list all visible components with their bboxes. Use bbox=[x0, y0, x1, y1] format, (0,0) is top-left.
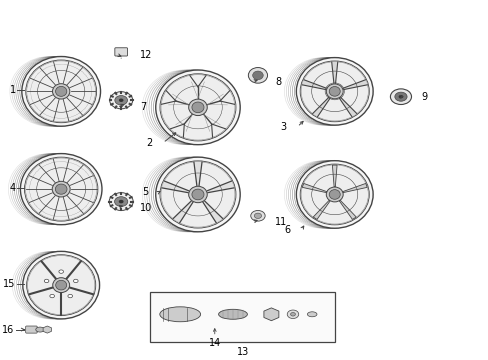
Circle shape bbox=[115, 95, 127, 105]
Ellipse shape bbox=[286, 310, 298, 319]
Ellipse shape bbox=[52, 84, 70, 99]
Circle shape bbox=[59, 270, 63, 273]
Ellipse shape bbox=[53, 278, 69, 293]
FancyBboxPatch shape bbox=[150, 292, 334, 342]
Text: 2: 2 bbox=[146, 138, 152, 148]
Circle shape bbox=[254, 213, 261, 219]
Text: 7: 7 bbox=[140, 102, 146, 112]
Polygon shape bbox=[343, 80, 366, 90]
Text: 14: 14 bbox=[208, 338, 221, 348]
Ellipse shape bbox=[300, 61, 368, 122]
Ellipse shape bbox=[248, 68, 267, 83]
Ellipse shape bbox=[188, 186, 207, 203]
Ellipse shape bbox=[191, 189, 203, 200]
Ellipse shape bbox=[252, 71, 263, 80]
Ellipse shape bbox=[296, 58, 372, 125]
Circle shape bbox=[119, 200, 123, 203]
Ellipse shape bbox=[325, 187, 343, 202]
Polygon shape bbox=[194, 162, 202, 185]
Ellipse shape bbox=[296, 161, 372, 228]
Text: 5: 5 bbox=[142, 187, 148, 197]
Polygon shape bbox=[332, 165, 336, 187]
Ellipse shape bbox=[20, 154, 102, 225]
Text: 6: 6 bbox=[284, 225, 290, 235]
Ellipse shape bbox=[325, 84, 343, 99]
Ellipse shape bbox=[23, 251, 100, 319]
Polygon shape bbox=[207, 181, 233, 193]
Circle shape bbox=[389, 89, 411, 104]
Polygon shape bbox=[43, 326, 51, 333]
Polygon shape bbox=[173, 201, 193, 223]
Circle shape bbox=[50, 294, 54, 298]
Ellipse shape bbox=[160, 307, 200, 322]
Ellipse shape bbox=[26, 255, 96, 315]
Polygon shape bbox=[203, 201, 222, 223]
FancyBboxPatch shape bbox=[26, 326, 37, 333]
Circle shape bbox=[73, 279, 78, 283]
Circle shape bbox=[250, 211, 264, 221]
Text: 4: 4 bbox=[9, 183, 16, 193]
Circle shape bbox=[68, 294, 72, 298]
Circle shape bbox=[44, 279, 49, 283]
Text: 10: 10 bbox=[140, 203, 152, 213]
Ellipse shape bbox=[290, 312, 295, 316]
Ellipse shape bbox=[52, 181, 70, 197]
Circle shape bbox=[109, 92, 132, 109]
Ellipse shape bbox=[160, 74, 236, 141]
Polygon shape bbox=[339, 98, 356, 117]
Polygon shape bbox=[312, 98, 329, 117]
Ellipse shape bbox=[55, 184, 67, 194]
Ellipse shape bbox=[155, 70, 240, 145]
Ellipse shape bbox=[160, 161, 236, 228]
Circle shape bbox=[114, 197, 127, 207]
Polygon shape bbox=[302, 80, 325, 90]
Polygon shape bbox=[331, 62, 337, 83]
Ellipse shape bbox=[36, 327, 44, 332]
Text: 16: 16 bbox=[2, 325, 14, 334]
Text: 8: 8 bbox=[275, 77, 281, 87]
Text: 13: 13 bbox=[237, 347, 249, 357]
Ellipse shape bbox=[191, 102, 203, 113]
Ellipse shape bbox=[300, 164, 368, 225]
Circle shape bbox=[394, 92, 406, 101]
Text: 11: 11 bbox=[275, 217, 287, 227]
Polygon shape bbox=[264, 308, 278, 321]
Ellipse shape bbox=[24, 157, 98, 221]
Ellipse shape bbox=[307, 312, 316, 317]
Ellipse shape bbox=[22, 57, 101, 126]
Circle shape bbox=[119, 99, 123, 102]
Circle shape bbox=[109, 193, 133, 211]
Polygon shape bbox=[302, 184, 326, 193]
Ellipse shape bbox=[155, 157, 240, 232]
Ellipse shape bbox=[218, 309, 247, 319]
Polygon shape bbox=[313, 200, 329, 219]
Text: 1: 1 bbox=[9, 85, 16, 95]
Ellipse shape bbox=[56, 280, 66, 290]
Polygon shape bbox=[342, 184, 366, 193]
Ellipse shape bbox=[188, 99, 207, 116]
Ellipse shape bbox=[56, 86, 67, 96]
Ellipse shape bbox=[328, 86, 340, 96]
Polygon shape bbox=[162, 181, 188, 193]
Ellipse shape bbox=[26, 60, 97, 123]
FancyBboxPatch shape bbox=[115, 48, 127, 56]
Ellipse shape bbox=[328, 190, 340, 199]
Text: 12: 12 bbox=[140, 50, 152, 60]
Text: 9: 9 bbox=[421, 92, 427, 102]
Polygon shape bbox=[339, 200, 355, 219]
Text: 3: 3 bbox=[280, 122, 286, 132]
Circle shape bbox=[398, 95, 403, 98]
Text: 15: 15 bbox=[3, 279, 16, 289]
